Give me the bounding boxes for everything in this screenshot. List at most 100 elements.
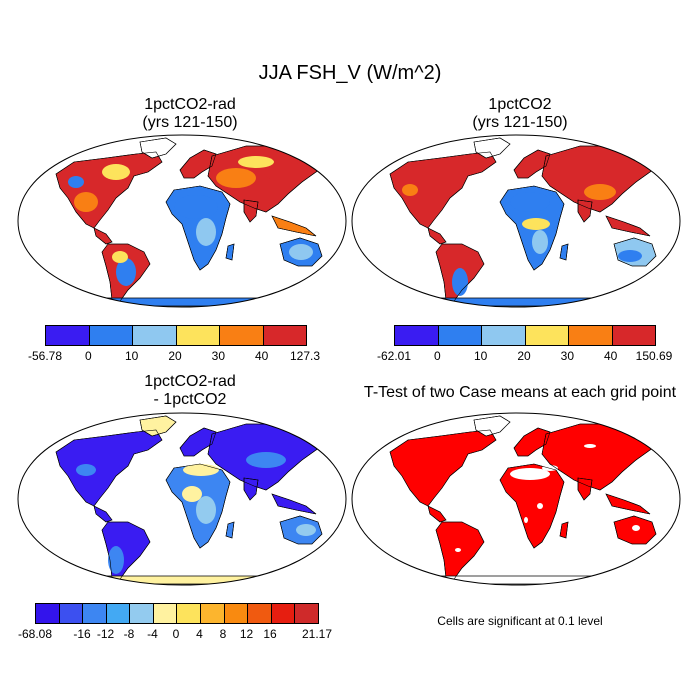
coastline-sa	[101, 243, 151, 305]
coastline-eur	[513, 427, 551, 457]
coastline-africa	[499, 185, 565, 271]
coastline-africa	[165, 463, 231, 549]
colorbar-tick-label: 8	[219, 627, 227, 641]
colorbar-swatch	[177, 604, 202, 623]
colorbar-swatch	[220, 326, 264, 345]
colorbar-1pctco2-rad	[45, 325, 307, 346]
coastline-sa	[435, 521, 485, 583]
coastline-africa	[165, 185, 231, 271]
landmass-ant	[401, 297, 637, 307]
colorbar-tick-label: 0	[433, 349, 441, 363]
coastline-na	[55, 429, 163, 507]
coastline-ca	[93, 227, 113, 245]
colorbar-tick-label: -8	[123, 627, 135, 641]
field-patch	[632, 525, 640, 531]
colorbar-tick-label: -12	[96, 627, 115, 641]
coastline-india	[243, 477, 259, 501]
field-patch	[510, 468, 550, 480]
coastline-ca	[427, 227, 447, 245]
field-patch	[524, 517, 528, 523]
colorbar-swatch	[248, 604, 272, 623]
coastline-seasia	[605, 493, 651, 515]
coastline-aus	[613, 515, 657, 545]
coastline-eur	[179, 149, 217, 179]
coastline-seasia	[271, 493, 317, 515]
field-patch	[510, 192, 550, 212]
coastline-na	[389, 151, 497, 229]
colorbar-tick-label: 0	[172, 627, 180, 641]
colorbar-swatch	[295, 604, 318, 623]
field-patch	[532, 230, 548, 254]
colorbar-tick-label: 10	[473, 349, 488, 363]
map-border	[351, 412, 681, 586]
colorbar-difference	[35, 603, 319, 624]
coastline-sa	[101, 521, 151, 583]
panel-3-title-line2: - 1pctCO2	[153, 391, 227, 408]
coastline-ca	[93, 505, 113, 523]
map-panel-difference	[17, 412, 347, 586]
colorbar-tick-label: 12	[239, 627, 254, 641]
landmass-ant	[67, 297, 303, 307]
colorbar-tick-label: 150.69	[635, 349, 673, 363]
field-patch	[522, 218, 550, 230]
coastline-greenland	[473, 415, 511, 437]
colorbar-tick-label: 40	[603, 349, 618, 363]
field-patch	[174, 195, 218, 219]
field-patch	[455, 548, 461, 552]
panel-1-title: 1pctCO2-rad (yrs 121-150)	[30, 96, 350, 132]
landmass-ant	[401, 575, 637, 585]
field-patch	[216, 168, 256, 188]
colorbar-tick-label: 10	[124, 349, 139, 363]
field-patch	[296, 524, 316, 536]
colorbar-swatch	[201, 604, 225, 623]
significance-note: Cells are significant at 0.1 level	[437, 614, 603, 628]
coastline-madag	[559, 521, 569, 539]
field-patch	[116, 258, 136, 286]
coastline-india	[243, 199, 259, 223]
colorbar-tick-label: 127.3	[289, 349, 321, 363]
colorbar-swatch	[224, 604, 249, 623]
map-border	[351, 134, 681, 308]
panel-1-title-line1: 1pctCO2-rad	[144, 96, 236, 113]
colorbar-tick-label: 16	[263, 627, 277, 641]
map-border	[17, 134, 347, 308]
coastline-ca	[427, 505, 447, 523]
colorbar-tick-label: -4	[147, 627, 158, 641]
coastline-india	[577, 199, 593, 223]
coastline-sa	[435, 243, 485, 305]
colorbar-swatch	[36, 604, 60, 623]
colorbar-swatch	[612, 326, 655, 345]
field-patch	[196, 218, 216, 246]
colorbar-swatch	[106, 604, 131, 623]
field-patch	[618, 250, 642, 262]
figure-title: JJA FSH_V (W/m^2)	[258, 62, 442, 84]
coastline-seasia	[605, 215, 651, 237]
colorbar-swatch	[130, 604, 154, 623]
colorbar-tick-label: 40	[254, 349, 269, 363]
colorbar-swatch	[153, 604, 178, 623]
colorbar-swatch	[59, 604, 84, 623]
panel-2-title-line1: 1pctCO2	[488, 96, 552, 113]
field-patch	[246, 452, 286, 468]
field-patch	[584, 444, 596, 448]
coastline-india	[577, 477, 593, 501]
colorbar-tick-label: 4	[196, 627, 203, 641]
colorbar-tick-label: -62.01	[376, 349, 412, 363]
coastline-na	[389, 429, 497, 507]
field-patch	[238, 156, 274, 168]
coastline-madag	[225, 521, 235, 539]
colorbar-swatch	[263, 326, 306, 345]
colorbar-tick-label: 21.17	[301, 627, 333, 641]
colorbar-tick-label: 20	[168, 349, 182, 363]
coastline-africa	[499, 463, 565, 549]
colorbar-swatch	[176, 326, 220, 345]
field-patch	[264, 162, 308, 182]
field-patch	[102, 164, 130, 180]
coastline-madag	[225, 243, 235, 261]
coastline-greenland	[473, 137, 511, 159]
coastline-aus	[279, 237, 323, 267]
coastline-seasia	[271, 215, 317, 237]
colorbar-swatch	[438, 326, 482, 345]
field-patch	[76, 464, 96, 476]
panel-1-title-line2: (yrs 121-150)	[142, 114, 238, 131]
